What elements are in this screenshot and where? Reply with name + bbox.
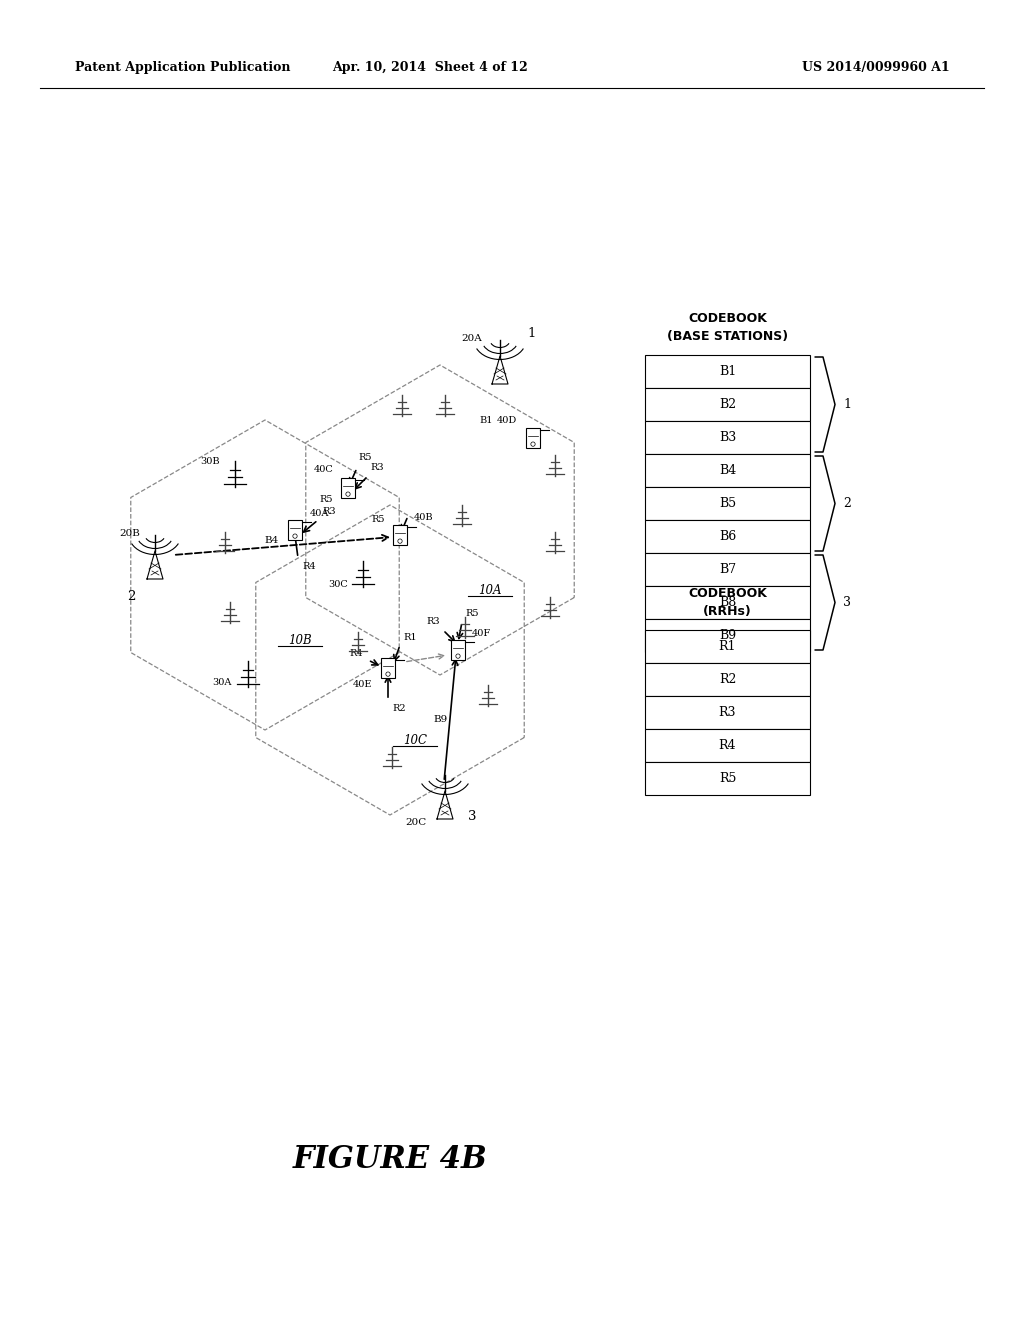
FancyBboxPatch shape [381, 657, 394, 678]
FancyBboxPatch shape [289, 520, 302, 540]
FancyBboxPatch shape [452, 640, 465, 660]
Text: B6: B6 [719, 531, 736, 543]
FancyBboxPatch shape [393, 525, 407, 545]
Bar [645, 729, 810, 762]
Polygon shape [492, 356, 508, 384]
Text: R5: R5 [319, 495, 333, 504]
Text: FIGURE 4B: FIGURE 4B [293, 1144, 487, 1176]
Bar [645, 454, 810, 487]
Bar [645, 421, 810, 454]
Text: B4: B4 [265, 536, 280, 545]
Text: 40B: 40B [414, 513, 433, 521]
Text: R1: R1 [403, 634, 417, 642]
Text: R5: R5 [465, 609, 478, 618]
Text: R5: R5 [358, 453, 372, 462]
Text: 2: 2 [127, 590, 135, 603]
Text: 3: 3 [468, 810, 476, 822]
Bar [645, 663, 810, 696]
Text: Patent Application Publication: Patent Application Publication [75, 62, 291, 74]
Text: B7: B7 [719, 564, 736, 576]
Text: B2: B2 [719, 399, 736, 411]
Text: 40C: 40C [313, 465, 333, 474]
Text: R3: R3 [426, 616, 440, 626]
Text: 20A: 20A [461, 334, 482, 343]
Text: R5: R5 [372, 516, 385, 524]
Text: 10A: 10A [478, 583, 502, 597]
Text: B5: B5 [719, 498, 736, 510]
Text: 30A: 30A [213, 678, 232, 686]
Bar [645, 388, 810, 421]
Text: (RRHs): (RRHs) [703, 605, 752, 618]
Polygon shape [147, 550, 163, 579]
Text: 1: 1 [527, 327, 536, 341]
Text: B4: B4 [719, 465, 736, 477]
Text: R2: R2 [719, 673, 736, 686]
Text: 10C: 10C [403, 734, 427, 747]
Text: R4: R4 [302, 562, 315, 572]
Text: B1: B1 [719, 366, 736, 378]
FancyBboxPatch shape [341, 478, 354, 498]
Text: R5: R5 [719, 772, 736, 785]
Text: 20C: 20C [406, 818, 427, 828]
Text: R3: R3 [322, 507, 336, 516]
Text: B1: B1 [479, 416, 493, 425]
Text: Apr. 10, 2014  Sheet 4 of 12: Apr. 10, 2014 Sheet 4 of 12 [332, 62, 528, 74]
Text: 30B: 30B [201, 458, 220, 466]
Text: R3: R3 [370, 463, 384, 473]
Text: CODEBOOK: CODEBOOK [688, 312, 767, 325]
Text: 40F: 40F [472, 630, 492, 638]
Bar [645, 630, 810, 663]
Text: 20B: 20B [119, 529, 140, 539]
Text: R4: R4 [719, 739, 736, 752]
Text: 1: 1 [843, 399, 851, 411]
Bar [645, 586, 810, 619]
Bar [645, 487, 810, 520]
Text: B3: B3 [719, 432, 736, 444]
Text: 40A: 40A [310, 510, 330, 517]
Polygon shape [437, 791, 453, 818]
Bar [645, 520, 810, 553]
FancyBboxPatch shape [526, 428, 540, 449]
Text: R1: R1 [719, 640, 736, 653]
Text: 40D: 40D [497, 416, 517, 425]
Text: 40E: 40E [352, 680, 372, 689]
Text: 2: 2 [843, 498, 851, 510]
Bar [645, 553, 810, 586]
Bar [645, 696, 810, 729]
Bar [645, 762, 810, 795]
Text: R4: R4 [349, 649, 362, 657]
Bar [645, 619, 810, 652]
Text: 10B: 10B [288, 634, 312, 647]
Text: B9: B9 [719, 630, 736, 642]
Text: US 2014/0099960 A1: US 2014/0099960 A1 [802, 62, 950, 74]
Text: R2: R2 [392, 704, 406, 713]
Text: R3: R3 [719, 706, 736, 719]
Text: B9: B9 [434, 715, 449, 725]
Text: CODEBOOK: CODEBOOK [688, 587, 767, 601]
Text: 30C: 30C [329, 579, 348, 589]
Text: 3: 3 [843, 597, 851, 609]
Text: (BASE STATIONS): (BASE STATIONS) [667, 330, 788, 343]
Text: B8: B8 [719, 597, 736, 609]
Bar [645, 355, 810, 388]
